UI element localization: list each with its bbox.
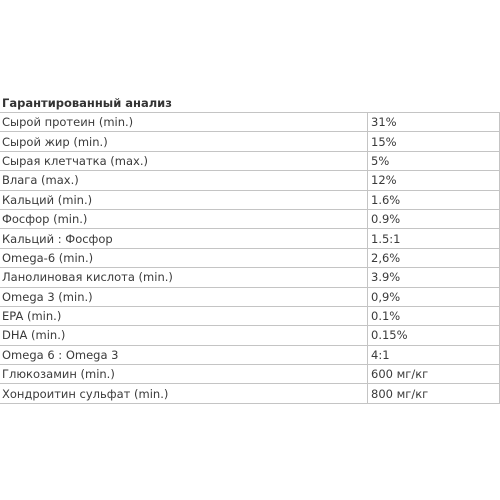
table-row: DHA (min.) 0.15% xyxy=(0,325,500,346)
table-row: Кальций (min.) 1.6% xyxy=(0,189,500,210)
nutrient-name: Omega 6 : Omega 3 xyxy=(0,344,368,366)
nutrient-value: 4:1 xyxy=(367,344,500,366)
table-row: EPA (min.) 0.1% xyxy=(0,305,500,327)
table-row: Хондроитин сульфат (min.) 800 мг/кг xyxy=(0,383,500,404)
nutrient-name: Глюкозамин (min.) xyxy=(0,364,368,385)
nutrient-name: Кальций (min.) xyxy=(0,189,368,210)
nutrient-value: 1.6% xyxy=(367,189,500,210)
guaranteed-analysis-table: Сырой протеин (min.) 31% Сырой жир (min.… xyxy=(0,111,500,404)
table-row: Сырая клетчатка (max.) 5% xyxy=(0,150,500,172)
table-row: Фосфор (min.) 0.9% xyxy=(0,208,500,230)
nutrient-value: 0.9% xyxy=(367,208,500,230)
nutrient-name: Сырой жир (min.) xyxy=(0,131,368,152)
nutrient-value: 600 мг/кг xyxy=(367,364,500,385)
nutrient-name: EPA (min.) xyxy=(0,305,368,327)
table-row: Omega 3 (min.) 0,9% xyxy=(0,286,500,307)
table-row: Сырой протеин (min.) 31% xyxy=(0,111,500,133)
table-row: Глюкозамин (min.) 600 мг/кг xyxy=(0,364,500,385)
nutrient-value: 5% xyxy=(367,150,500,172)
analysis-table-body: Сырой протеин (min.) 31% Сырой жир (min.… xyxy=(0,111,500,404)
nutrient-name: Фосфор (min.) xyxy=(0,208,368,230)
table-row: Ланолиновая кислота (min.) 3.9% xyxy=(0,267,500,288)
nutrient-name: Сырой протеин (min.) xyxy=(0,111,368,133)
table-row: Кальций : Фосфор 1.5:1 xyxy=(0,228,500,249)
table-row: Omega-6 (min.) 2,6% xyxy=(0,247,500,269)
nutrient-name: Omega 3 (min.) xyxy=(0,286,368,307)
nutrient-value: 0.1% xyxy=(367,305,500,327)
nutrient-name: Omega-6 (min.) xyxy=(0,247,368,269)
nutrient-name: Хондроитин сульфат (min.) xyxy=(0,383,368,404)
nutrient-name: Кальций : Фосфор xyxy=(0,228,368,249)
nutrient-value: 31% xyxy=(367,111,500,133)
analysis-title: Гарантированный анализ xyxy=(2,96,172,110)
nutrient-value: 3.9% xyxy=(367,267,500,288)
nutrient-value: 1.5:1 xyxy=(367,228,500,249)
nutrient-value: 0,9% xyxy=(367,286,500,307)
table-row: Влага (max.) 12% xyxy=(0,170,500,191)
nutrient-value: 15% xyxy=(367,131,500,152)
nutrient-value: 800 мг/кг xyxy=(367,383,500,404)
nutrient-name: DHA (min.) xyxy=(0,325,368,346)
nutrient-name: Влага (max.) xyxy=(0,170,368,191)
nutrient-value: 2,6% xyxy=(367,247,500,269)
nutrient-name: Ланолиновая кислота (min.) xyxy=(0,267,368,288)
nutrient-name: Сырая клетчатка (max.) xyxy=(0,150,368,172)
nutrient-value: 12% xyxy=(367,170,500,191)
table-row: Omega 6 : Omega 3 4:1 xyxy=(0,344,500,366)
table-row: Сырой жир (min.) 15% xyxy=(0,131,500,152)
nutrient-value: 0.15% xyxy=(367,325,500,346)
